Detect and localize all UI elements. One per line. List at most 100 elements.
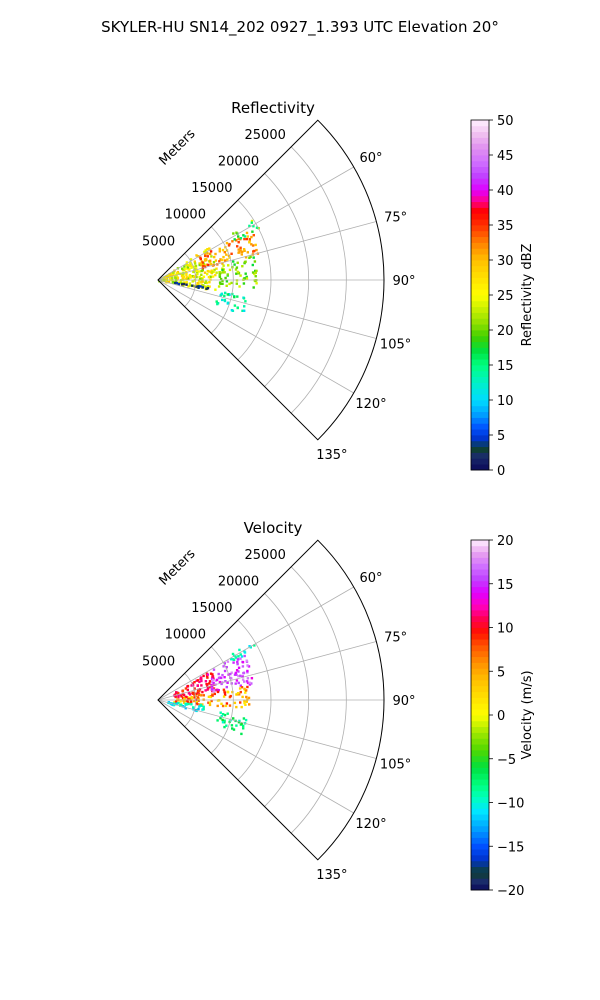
echo-cell bbox=[200, 679, 203, 683]
echo-cell bbox=[185, 283, 188, 286]
echo-cell bbox=[230, 252, 233, 255]
echo-cell bbox=[225, 249, 229, 252]
echo-cell bbox=[181, 267, 184, 270]
colorbar-segment bbox=[471, 137, 489, 144]
echo-cell bbox=[238, 719, 241, 723]
colorbar-segment bbox=[471, 884, 489, 891]
colorbar-segment bbox=[471, 458, 489, 465]
echo-cell bbox=[177, 272, 180, 276]
azimuth-spoke bbox=[157, 699, 377, 759]
colorbar-segment bbox=[471, 761, 489, 768]
echo-cell bbox=[254, 269, 257, 273]
echo-cell bbox=[236, 306, 239, 310]
echo-cell bbox=[199, 703, 202, 707]
echo-cell bbox=[226, 273, 229, 276]
echo-cell bbox=[227, 244, 231, 247]
echo-cell bbox=[201, 280, 204, 283]
echo-cell bbox=[185, 273, 188, 277]
echo-cell bbox=[229, 672, 232, 676]
echo-cell bbox=[208, 682, 211, 685]
echo-cell bbox=[211, 270, 214, 274]
colorbar-tick-label: 10 bbox=[497, 394, 514, 409]
echo-cell bbox=[248, 645, 251, 648]
colorbar-segment bbox=[471, 575, 489, 582]
colorbar-segment bbox=[471, 697, 489, 704]
echo-cell bbox=[219, 711, 222, 714]
range-tick-label: 5000 bbox=[142, 654, 175, 669]
echo-cell bbox=[243, 249, 246, 252]
echo-cell bbox=[218, 275, 222, 278]
echo-cell bbox=[200, 283, 203, 286]
echo-cell bbox=[220, 682, 223, 686]
echo-cell bbox=[223, 721, 226, 724]
colorbar-segment bbox=[471, 365, 489, 372]
echo-cell bbox=[228, 282, 231, 286]
radial-axis-label: Meters bbox=[157, 126, 199, 168]
echo-cell bbox=[237, 248, 240, 251]
echo-cell bbox=[191, 697, 194, 700]
echo-cell bbox=[235, 266, 239, 269]
echo-cell bbox=[223, 693, 227, 696]
colorbar-segment bbox=[471, 645, 489, 652]
echo-cell bbox=[205, 258, 208, 262]
colorbar-segment bbox=[471, 341, 489, 348]
echo-cell bbox=[194, 273, 198, 277]
echo-cell bbox=[224, 704, 228, 708]
colorbar-segment bbox=[471, 767, 489, 774]
echo-cell bbox=[252, 225, 255, 228]
echo-cell bbox=[203, 271, 207, 274]
colorbar-tick-label: 45 bbox=[497, 149, 514, 164]
echo-cell bbox=[211, 675, 215, 678]
echo-cell bbox=[239, 249, 242, 252]
echo-cell bbox=[237, 237, 240, 241]
range-tick-label: 25000 bbox=[245, 128, 286, 143]
echo-cell bbox=[187, 285, 190, 288]
echo-cell bbox=[175, 702, 178, 705]
echo-cell bbox=[235, 673, 238, 676]
echo-cell bbox=[237, 681, 240, 685]
colorbar-segment bbox=[471, 166, 489, 173]
echo-cell bbox=[234, 671, 237, 675]
colorbar-tick-label: 0 bbox=[497, 464, 505, 479]
echo-cell bbox=[185, 281, 188, 285]
echo-cell bbox=[191, 682, 194, 685]
echo-cell bbox=[239, 653, 242, 656]
echo-cell bbox=[250, 221, 253, 224]
colorbar-segment bbox=[471, 750, 489, 757]
echo-cell bbox=[193, 265, 196, 268]
echo-cell bbox=[223, 251, 226, 254]
colorbar-segment bbox=[471, 563, 489, 570]
echo-cell bbox=[207, 263, 210, 267]
echo-cell bbox=[246, 685, 249, 689]
echo-cell bbox=[185, 261, 189, 264]
echo-cell bbox=[241, 661, 245, 664]
echo-cell bbox=[243, 654, 246, 658]
echo-cell bbox=[248, 256, 251, 259]
echo-cell bbox=[251, 271, 255, 274]
colorbar-segment bbox=[471, 277, 489, 284]
echo-cell bbox=[184, 267, 187, 271]
echo-cell bbox=[204, 689, 207, 692]
echo-cell bbox=[175, 281, 178, 285]
colorbar-tick-label: 15 bbox=[497, 578, 514, 593]
echo-cell bbox=[210, 699, 213, 703]
echo-cell bbox=[233, 701, 237, 705]
echo-cell bbox=[221, 282, 224, 285]
azimuth-tick-label: 60° bbox=[359, 151, 382, 166]
echo-cell bbox=[237, 674, 240, 678]
colorbar-segment bbox=[471, 610, 489, 617]
azimuth-spoke bbox=[157, 279, 377, 339]
colorbar-segment bbox=[471, 184, 489, 191]
echo-cell bbox=[243, 260, 247, 264]
echo-cell bbox=[184, 687, 188, 690]
echo-cell bbox=[221, 258, 224, 262]
echo-cell bbox=[228, 268, 232, 272]
echo-cell bbox=[197, 699, 200, 702]
echo-cell bbox=[221, 271, 225, 274]
colorbar-segment bbox=[471, 394, 489, 401]
echo-cell bbox=[246, 681, 250, 685]
colorbar-segment bbox=[471, 755, 489, 763]
azimuth-spoke bbox=[157, 699, 354, 814]
echo-cell bbox=[193, 262, 197, 265]
colorbar-segment bbox=[471, 872, 489, 879]
